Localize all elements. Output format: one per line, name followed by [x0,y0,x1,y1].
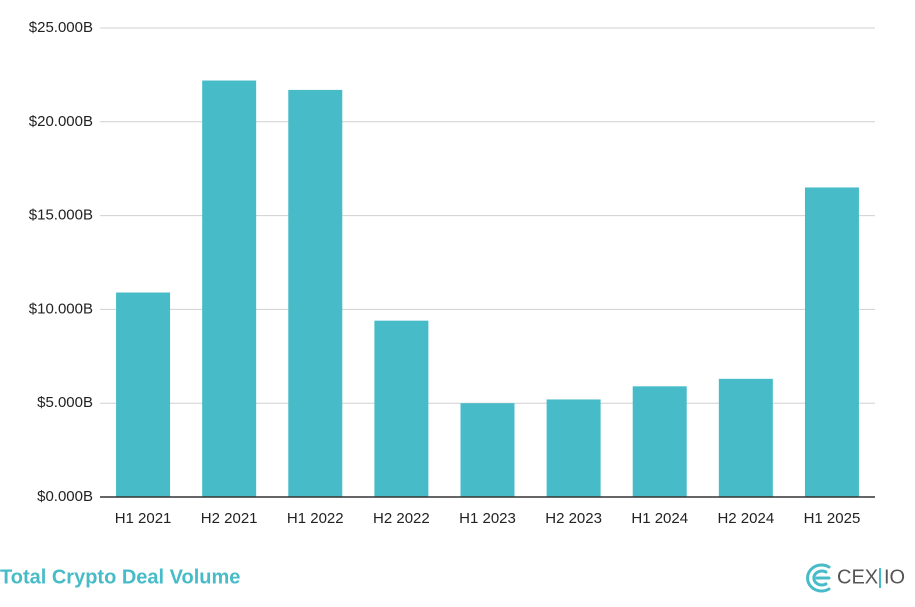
bar [718,378,773,497]
x-tick-label: H1 2025 [804,510,861,527]
bar [374,320,429,497]
y-tick-label: $15.000B [29,207,93,224]
x-tick-label: H1 2022 [287,510,344,527]
y-tick-label: $0.000B [37,488,93,505]
bar [116,292,171,497]
x-tick-label: H1 2023 [459,510,516,527]
y-tick-label: $20.000B [29,113,93,130]
logo-text: CEX [837,566,878,588]
bar [460,403,515,497]
y-tick-label: $5.000B [37,394,93,411]
logo-text: IO [884,566,905,588]
bar [804,187,859,497]
y-tick-label: $10.000B [29,300,93,317]
bar [632,386,687,497]
x-tick-label: H2 2021 [201,510,258,527]
x-tick-label: H2 2023 [545,510,602,527]
bar [288,89,343,498]
x-tick-label: H1 2024 [631,510,688,527]
y-tick-label: $25.000B [29,19,93,36]
x-tick-label: H2 2024 [717,510,774,527]
chart-title: Total Crypto Deal Volume [0,566,240,588]
x-tick-label: H2 2022 [373,510,430,527]
bar [546,399,601,497]
bar [202,80,257,497]
x-tick-label: H1 2021 [115,510,172,527]
logo-icon [806,563,831,593]
